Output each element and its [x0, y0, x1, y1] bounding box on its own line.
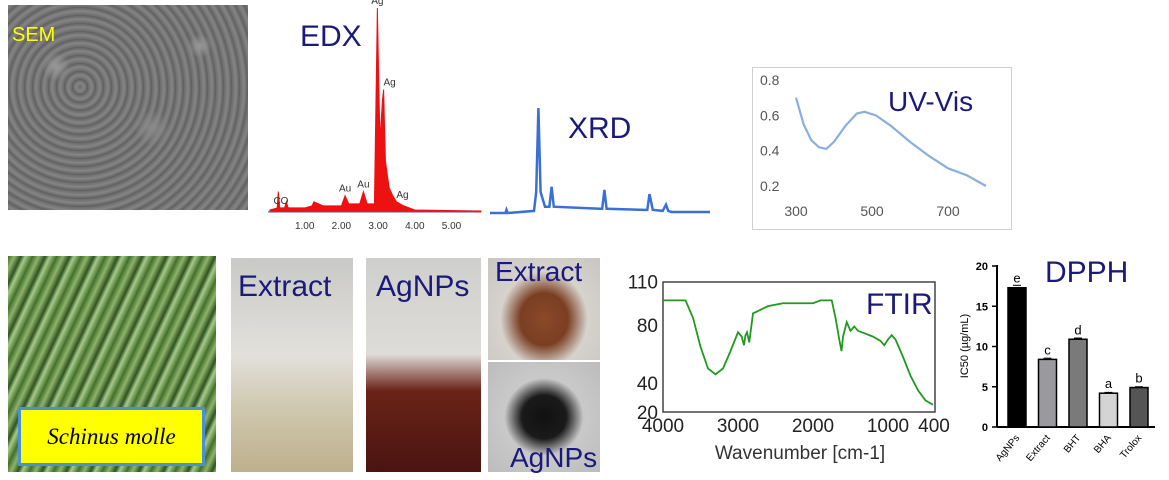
dpph-significance-letter: d	[1074, 322, 1081, 337]
edx-tick-label: 1.00	[295, 221, 315, 232]
ftir-y-tick: 20	[637, 403, 658, 424]
edx-tick-label: 5.00	[442, 221, 462, 232]
dpph-significance-letter: b	[1135, 371, 1142, 386]
edx-peak-label: O	[281, 196, 289, 207]
dpph-y-tick: 0	[982, 422, 988, 434]
dpph-category-label: BHA	[1092, 433, 1114, 456]
sem-image	[8, 5, 248, 210]
dpph-bar	[1068, 338, 1088, 428]
edx-peak-label: Ag	[371, 0, 383, 7]
dpph-y-tick: 5	[982, 382, 988, 394]
uvvis-line	[794, 97, 987, 187]
dpph-y-tick: 10	[976, 342, 988, 354]
edx-spectrum	[269, 7, 482, 213]
agnps-flask-label: AgNPs	[376, 270, 470, 303]
ftir-x-tick: 1000	[867, 416, 909, 437]
edx-tick-label: 3.00	[368, 221, 388, 232]
uvvis-x-tick: 700	[936, 203, 960, 219]
extract-flask-label: Extract	[238, 270, 332, 303]
uvvis-y-tick: 0.8	[760, 72, 780, 88]
agnps-flask-photo	[366, 258, 481, 472]
ftir-title: FTIR	[866, 288, 933, 321]
ftir-x-tick: 2000	[792, 416, 834, 437]
dpph-category-label: Trolox	[1118, 433, 1144, 461]
edx-tick-label: 4.00	[405, 221, 425, 232]
uvvis-y-tick: 0.4	[760, 143, 780, 159]
ftir-y-tick: 110	[628, 273, 658, 294]
dpph-y-label: IC50 (µg/mL)	[959, 314, 971, 378]
dpph-significance-letter: a	[1105, 376, 1113, 391]
agnps-powder-photo	[488, 362, 600, 472]
dpph-bar	[1129, 386, 1149, 428]
ftir-x-label: Wavenumber [cm-1]	[715, 443, 885, 464]
ftir-x-tick: 4000	[642, 416, 684, 437]
dpph-bar	[1037, 358, 1058, 428]
edx-peak-label: Au	[339, 184, 351, 195]
dpph-significance-letter: e	[1013, 271, 1020, 286]
uvvis-title: UV-Vis	[888, 86, 974, 117]
edx-peak-label: C	[274, 196, 281, 207]
dpph-y-tick: 15	[976, 301, 988, 313]
sem-label: SEM	[12, 24, 56, 46]
uvvis-frame	[752, 67, 1012, 230]
dpph-category-label: BHT	[1062, 433, 1083, 455]
ftir-y-tick: 80	[637, 316, 658, 337]
dpph-title: DPPH	[1045, 256, 1129, 289]
edx-title: EDX	[300, 20, 362, 53]
dpph-category-label: AgNPs	[994, 433, 1022, 464]
uvvis-x-tick: 500	[860, 203, 884, 219]
extract-powder-label: Extract	[495, 256, 583, 287]
extract-flask-photo	[231, 258, 353, 472]
edx-tick-label: 2.00	[332, 221, 352, 232]
xrd-title: XRD	[568, 112, 632, 145]
dpph-bar	[1007, 286, 1027, 428]
extract-powder-photo	[488, 258, 600, 360]
ftir-y-tick: 40	[637, 374, 658, 395]
edx-peak-label: Au	[357, 180, 369, 191]
dpph-category-label: Extract	[1024, 433, 1053, 464]
ftir-x-tick: 3000	[717, 416, 759, 437]
edx-peak-label: Ag	[383, 78, 395, 89]
ftir-x-tick: 400	[918, 416, 950, 437]
agnps-powder-label: AgNPs	[510, 442, 598, 473]
uvvis-y-tick: 0.6	[760, 107, 780, 123]
edx-peak-label: Ag	[396, 190, 408, 201]
xrd-line	[490, 107, 710, 215]
ftir-line	[663, 299, 934, 406]
uvvis-x-tick: 300	[784, 203, 808, 219]
uvvis-y-tick: 0.2	[760, 178, 780, 194]
ftir-plot-frame	[662, 281, 936, 413]
dpph-y-tick: 20	[976, 261, 988, 273]
dpph-bar	[1098, 392, 1119, 428]
dpph-significance-letter: c	[1044, 342, 1051, 357]
plant-name-label: Schinus molle	[18, 407, 205, 466]
